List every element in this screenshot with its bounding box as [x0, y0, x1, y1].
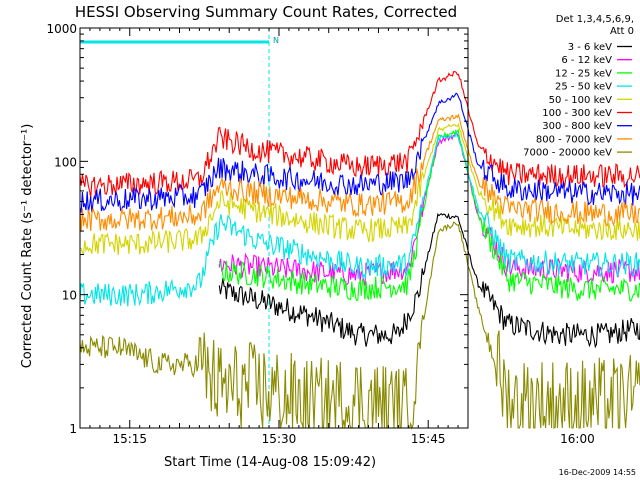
series-line-4 [79, 122, 640, 256]
legend-label: 7000 - 20000 keV [523, 148, 612, 159]
series-line-0 [218, 212, 640, 349]
series-line-6 [79, 92, 640, 213]
plot-background [80, 28, 468, 428]
y-tick-label: 100 [54, 155, 77, 169]
x-axis-label: Start Time (14-Aug-08 15:09:42) [164, 455, 376, 470]
footer-timestamp: 16-Dec-2009 14:55 [559, 468, 636, 477]
legend-header: Det 1,3,4,5,6,9, [556, 14, 634, 25]
legend-label: 3 - 6 keV [568, 42, 612, 53]
legend-label: 50 - 100 keV [549, 95, 613, 106]
legend-label: 6 - 12 keV [561, 55, 612, 66]
legend: Det 1,3,4,5,6,9,Att 0 3 - 6 keV 6 - 12 keV… [523, 14, 634, 159]
series-line-7 [79, 113, 640, 232]
y-tick-label: 1000 [46, 22, 77, 36]
series-line-3 [79, 130, 640, 307]
x-tick-label: 15:30 [262, 432, 297, 446]
legend-header: Att 0 [610, 26, 634, 37]
x-tick-label: 15:45 [411, 432, 446, 446]
series-line-2 [218, 128, 640, 302]
series-line-5 [79, 71, 640, 198]
series-layer [79, 71, 640, 430]
series-line-8 [79, 221, 640, 430]
x-tick-label: 15:15 [112, 432, 147, 446]
legend-label: 100 - 300 keV [542, 108, 612, 119]
y-tick-label: 10 [62, 289, 77, 303]
x-tick-label: 16:00 [560, 432, 595, 446]
plot-frame [79, 27, 469, 429]
time-markers: N [80, 28, 279, 428]
night-label: N [273, 36, 279, 45]
y-tick-label: 1 [69, 422, 77, 436]
y-axis-label: Corrected Count Rate (s⁻¹ detector⁻¹) [20, 124, 35, 369]
legend-label: 25 - 50 keV [555, 82, 612, 93]
legend-label: 12 - 25 keV [555, 68, 612, 79]
axes: 110100100015:1515:3015:4516:0016:1516:30… [46, 22, 595, 446]
legend-label: 800 - 7000 keV [536, 134, 612, 145]
chart-title: HESSI Observing Summary Count Rates, Cor… [75, 3, 457, 21]
legend-label: 300 - 800 keV [542, 121, 612, 132]
series-line-1 [218, 132, 640, 286]
plot-area [80, 28, 468, 428]
